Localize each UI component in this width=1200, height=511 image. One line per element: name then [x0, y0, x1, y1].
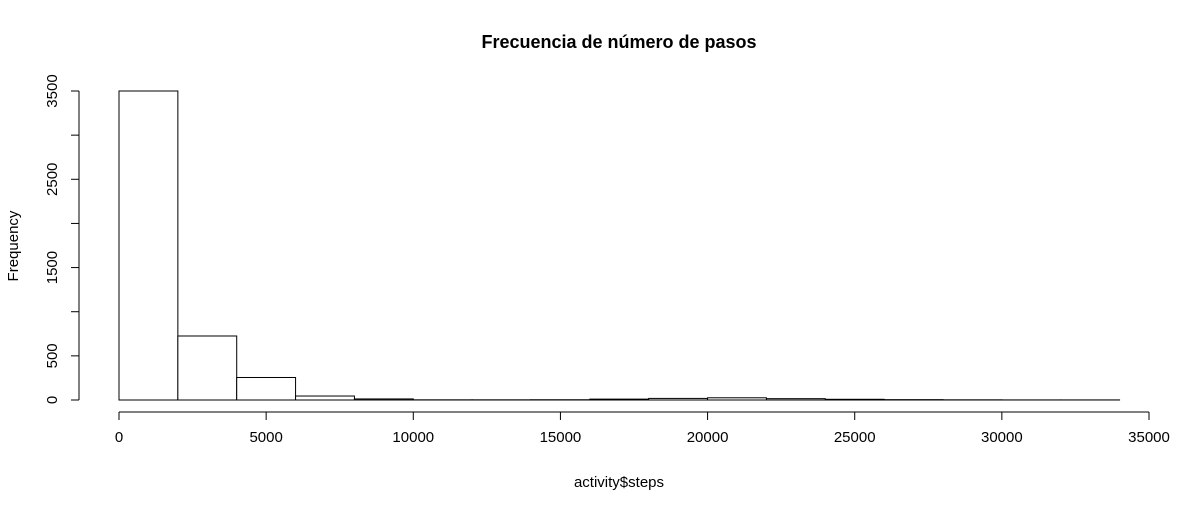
x-tick-label-4: 20000 [687, 429, 729, 446]
histogram-bar-0 [118, 90, 179, 401]
histogram-bar-1 [177, 335, 238, 401]
histogram-bar-3 [295, 395, 355, 401]
y-tick-label-4: 3500 [44, 74, 61, 107]
y-tick-label-3: 2500 [44, 163, 61, 196]
x-tick-label-2: 10000 [392, 429, 434, 446]
x-tick-label-1: 5000 [249, 429, 282, 446]
bars-group [118, 90, 1121, 401]
x-tick-label-7: 35000 [1128, 429, 1170, 446]
x-tick-label-6: 30000 [981, 429, 1023, 446]
x-axis: 0 5000 10000 15000 20000 25000 30000 35000 [115, 411, 1170, 446]
x-tick-label-3: 15000 [540, 429, 582, 446]
y-tick-label-1: 500 [44, 343, 61, 368]
y-tick-label-2: 1500 [44, 251, 61, 284]
chart-title: Frecuencia de número de pasos [481, 32, 756, 52]
y-axis: 0 500 1500 2500 3500 [44, 74, 80, 404]
x-axis-label: activity$steps [574, 474, 664, 491]
histogram-bar-2 [236, 376, 297, 401]
y-axis-label: Frequency [5, 210, 22, 281]
x-tick-label-0: 0 [115, 429, 123, 446]
y-tick-label-0: 0 [44, 396, 61, 404]
x-tick-label-5: 25000 [834, 429, 876, 446]
